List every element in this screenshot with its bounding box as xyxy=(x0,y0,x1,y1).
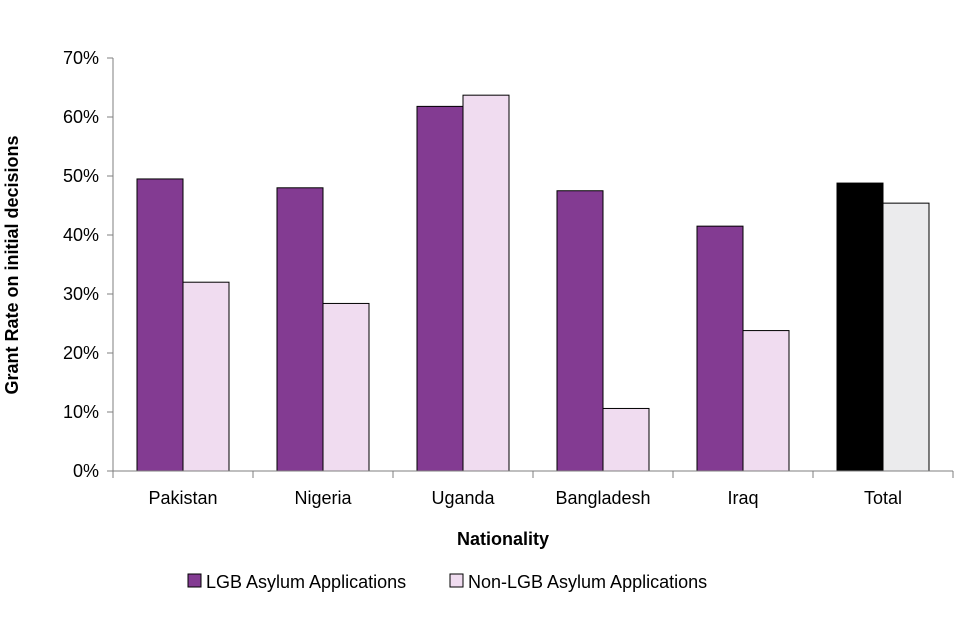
y-tick-label: 20% xyxy=(63,343,99,363)
y-axis-title: Grant Rate on initial decisions xyxy=(2,135,22,394)
bar-lgb-nigeria xyxy=(276,187,324,472)
y-tick-label: 0% xyxy=(73,461,99,481)
x-tick-label: Bangladesh xyxy=(555,488,650,508)
bar-lgb-pakistan xyxy=(136,178,184,472)
y-tick-label: 40% xyxy=(63,225,99,245)
x-axis-tick-labels: Pakistan Nigeria Uganda Bangladesh Iraq Total xyxy=(148,488,902,508)
y-tick-label: 70% xyxy=(63,48,99,68)
bar-non-lgb-total xyxy=(882,202,930,472)
y-tick-label: 10% xyxy=(63,402,99,422)
x-tick-label: Pakistan xyxy=(148,488,217,508)
x-tick-label: Nigeria xyxy=(294,488,352,508)
y-axis-ticks: 0% 10% 20% 30% 40% 50% 60% 70% xyxy=(63,48,113,481)
x-axis-title: Nationality xyxy=(457,529,549,549)
bar-lgb-total xyxy=(836,182,884,472)
bar-non-lgb-pakistan xyxy=(182,281,230,472)
legend-label-lgb: LGB Asylum Applications xyxy=(206,572,406,592)
y-tick-label: 60% xyxy=(63,107,99,127)
bars xyxy=(136,94,930,472)
bar-lgb-iraq xyxy=(696,225,744,472)
y-tick-label: 30% xyxy=(63,284,99,304)
bar-non-lgb-nigeria xyxy=(322,302,370,472)
x-tick-label: Iraq xyxy=(727,488,758,508)
legend-label-non-lgb: Non-LGB Asylum Applications xyxy=(468,572,707,592)
y-tick-label: 50% xyxy=(63,166,99,186)
bar-non-lgb-uganda xyxy=(462,94,510,472)
x-tick-label: Uganda xyxy=(431,488,495,508)
x-axis-ticks xyxy=(112,471,954,478)
x-tick-label: Total xyxy=(864,488,902,508)
legend-swatch-non-lgb xyxy=(449,573,464,588)
bar-lgb-uganda xyxy=(416,105,464,472)
legend-swatch-lgb xyxy=(187,573,202,588)
bar-lgb-bangladesh xyxy=(556,190,604,472)
bar-non-lgb-bangladesh xyxy=(602,407,650,472)
bar-non-lgb-iraq xyxy=(742,330,790,472)
legend: LGB Asylum Applications Non-LGB Asylum A… xyxy=(187,572,707,592)
